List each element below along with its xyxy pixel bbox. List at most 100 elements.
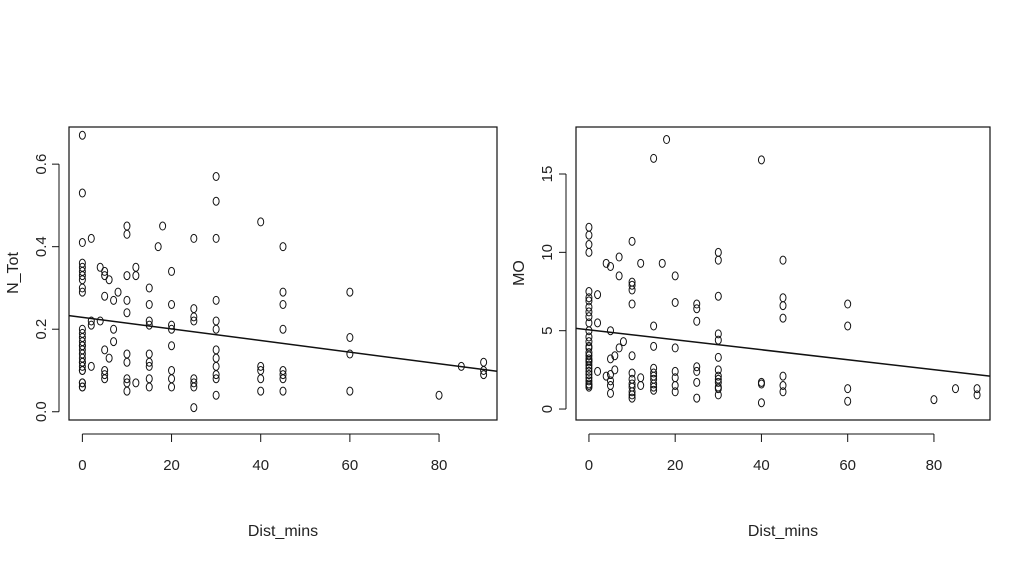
scatter-point [123, 308, 131, 318]
scatter-point [212, 390, 220, 400]
scatter-point [279, 386, 287, 396]
scatter-point [279, 287, 287, 297]
scatter-point [615, 252, 623, 262]
scatter-point [87, 361, 95, 371]
x-tick-label: 60 [839, 457, 856, 474]
scatter-point [190, 316, 198, 326]
scatter-point [87, 316, 95, 326]
scatter-point [693, 299, 701, 309]
x-tick-label: 20 [163, 457, 180, 474]
x-tick-label: 80 [926, 457, 943, 474]
scatter-point [607, 370, 614, 380]
scatter-point [168, 365, 176, 375]
scatter-point [123, 295, 131, 305]
scatter-point [757, 379, 765, 389]
scatter-point [257, 217, 265, 227]
scatter-point [714, 247, 722, 257]
scatter-point [212, 374, 220, 384]
scatter-point [585, 240, 593, 250]
scatter-point [123, 386, 131, 396]
scatter-point [110, 324, 118, 334]
scatter-point [78, 382, 86, 392]
scatter-point [628, 374, 636, 384]
scatter-point [132, 271, 140, 281]
scatter-point [78, 378, 86, 388]
scatter-point [190, 403, 198, 413]
scatter-point [123, 271, 131, 281]
mo-panel: MO Dist_mins 0 20 40 60 80 0 5 10 15 [511, 126, 991, 540]
scatter-point [714, 371, 722, 381]
scatter-point [714, 377, 722, 387]
scatter-point [607, 381, 614, 391]
scatter-point [607, 376, 614, 386]
scatter-point [637, 258, 645, 268]
scatter-point [585, 287, 593, 297]
scatter-point [212, 172, 220, 182]
scatter-point [650, 382, 658, 392]
scatter-point [123, 349, 131, 359]
scatter-point [78, 361, 86, 371]
scatter-point [615, 343, 623, 353]
scatter-point [78, 188, 86, 198]
scatter-point [132, 378, 140, 388]
scatter-point [78, 283, 86, 293]
scatter-point [168, 374, 176, 384]
scatter-point [671, 271, 679, 281]
scatter-point [105, 275, 113, 285]
scatter-point [973, 384, 981, 394]
scatter-point [628, 351, 636, 361]
scatter-point [693, 377, 701, 387]
scatter-point [78, 130, 86, 140]
scatter-point [844, 384, 852, 394]
scatter-point [628, 393, 636, 403]
scatter-point [671, 366, 679, 376]
scatter-point [190, 312, 198, 322]
scatter-point [779, 293, 787, 303]
scatter-point [257, 361, 265, 371]
scatter-point [714, 335, 722, 345]
scatter-point [779, 387, 787, 397]
scatter-point [105, 353, 113, 363]
scatter-point [693, 366, 701, 376]
scatter-point [585, 222, 593, 232]
scatter-point [78, 271, 86, 281]
scatter-point [145, 316, 153, 326]
y-axis-label: N_Tot [5, 252, 22, 294]
scatter-point [480, 370, 488, 380]
scatter-point [930, 395, 938, 405]
scatter-point [628, 236, 636, 246]
y-tick-label: 0 [539, 405, 556, 413]
scatter-point [594, 318, 602, 328]
scatter-point [658, 258, 666, 268]
scatter-point [611, 365, 619, 375]
scatter-point [779, 313, 787, 323]
scatter-point [615, 271, 623, 281]
regression-line [575, 327, 991, 377]
scatter-point [145, 374, 153, 384]
scatter-point [585, 293, 593, 303]
scatter-point [257, 374, 265, 384]
scatter-point [279, 374, 287, 384]
n-tot-panel: N_Tot Dist_mins 0 20 40 60 80 0.0 0.2 0.4 0.6 [5, 126, 498, 540]
scatter-point [952, 384, 959, 394]
scatter-point [87, 320, 95, 330]
scatter-point [168, 341, 176, 351]
scatter-point [212, 233, 220, 243]
scatter-point [779, 381, 787, 391]
scatter-point [757, 155, 765, 165]
scatter-point [628, 390, 636, 400]
scatter-point [585, 296, 593, 306]
regression-line [68, 314, 498, 373]
y-tick-label: 0.4 [33, 236, 50, 257]
scatter-point [346, 386, 354, 396]
scatter-point [480, 357, 488, 367]
scatter-point [145, 357, 153, 367]
scatter-point [585, 370, 593, 380]
x-tick-label: 0 [78, 457, 86, 474]
scatter-point [714, 384, 722, 394]
y-tick-label: 10 [539, 244, 556, 261]
scatter-point [96, 262, 104, 272]
scatter-point [212, 345, 220, 355]
x-tick-label: 40 [252, 457, 269, 474]
scatter-point [585, 312, 593, 322]
